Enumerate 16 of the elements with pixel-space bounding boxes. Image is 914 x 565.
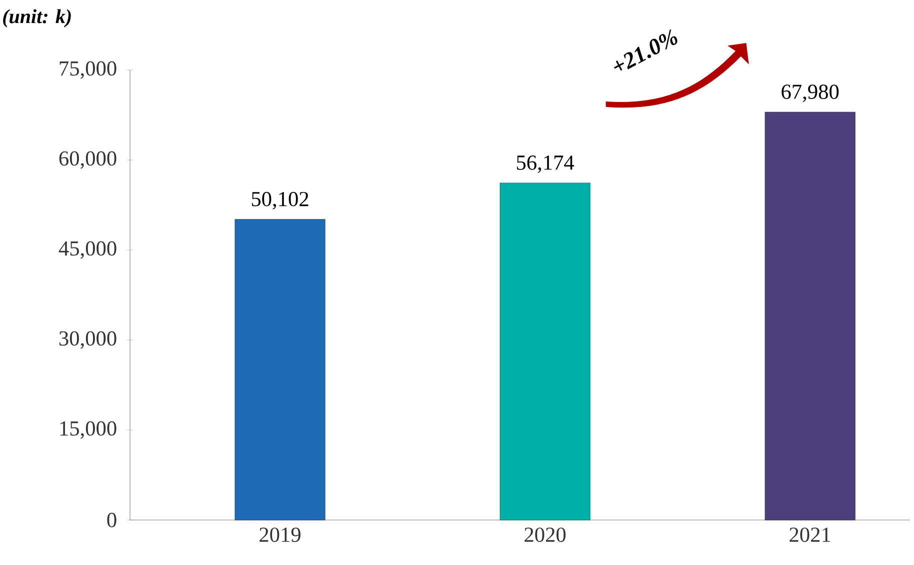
bar: [500, 182, 590, 520]
text: (unit: k): [3, 9, 71, 28]
bar: [234, 219, 326, 520]
bar: [764, 112, 856, 520]
y-tick-label: 75,000: [60, 61, 116, 79]
y-tick-label: 15,000: [60, 421, 116, 439]
x-tick-label: 2021: [790, 528, 830, 542]
y-tick-label: 0: [107, 512, 116, 528]
x-tick-label: 2019: [260, 528, 300, 542]
x-tick-label: 2020: [524, 528, 566, 542]
y-tick-label: 30,000: [59, 331, 116, 349]
data-label: 67,980: [782, 84, 839, 102]
y-tick-label: 45,000: [58, 241, 116, 259]
data-label: 56,174: [516, 156, 574, 173]
data-label: 50,102: [252, 192, 308, 210]
y-tick-label: 60,000: [59, 151, 116, 169]
